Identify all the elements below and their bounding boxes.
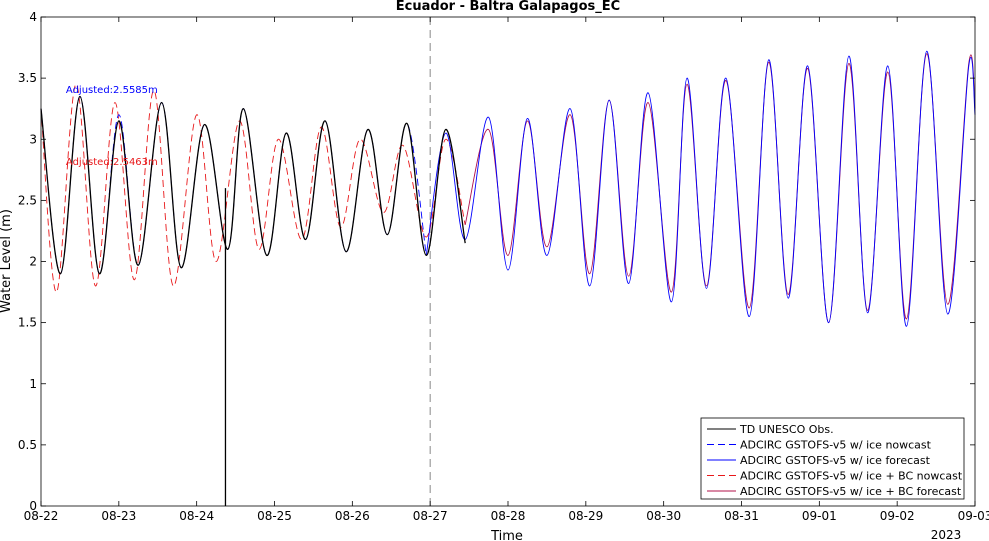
y-tick-label: 1 — [29, 377, 37, 391]
y-tick-label: 1.5 — [18, 316, 37, 330]
y-tick-label: 2 — [29, 255, 37, 269]
series-line-td-unesco-obs — [40, 95, 466, 275]
y-tick-label: 2.5 — [18, 193, 37, 207]
series-line-adcirc-gstofs-v5-w-ice-bc-nowcast — [40, 83, 466, 293]
y-tick-label: 0.5 — [18, 438, 37, 452]
x-tick-label: 09-02 — [880, 509, 915, 523]
legend-items: TD UNESCO Obs. ADCIRC GSTOFS-v5 w/ ice no… — [707, 423, 963, 498]
x-tick-label: 08-23 — [101, 509, 136, 523]
x-tick-label: 09-01 — [802, 509, 837, 523]
y-tick-label: 0 — [29, 499, 37, 513]
series-line-adcirc-gstofs-v5-w-ice-forecast — [425, 50, 976, 327]
y-tick-label: 4 — [29, 10, 37, 24]
x-tick-label: 08-27 — [413, 509, 448, 523]
tick-layer: 08-22 08-23 08-24 08-25 08-26 08-27 08-28 08-29… — [18, 10, 989, 523]
x-tick-label: 08-28 — [491, 509, 526, 523]
x-axis-label: Time — [490, 529, 523, 541]
legend-label: ADCIRC GSTOFS-v5 w/ ice + BC nowcast — [740, 470, 963, 483]
plot-layer — [40, 50, 976, 506]
chart-title: Ecuador - Baltra Galapagos_EC — [396, 0, 620, 14]
adjusted-annotation: Adjusted:2.5463m — [66, 157, 158, 168]
legend-label: ADCIRC GSTOFS-v5 w/ ice nowcast — [740, 439, 932, 452]
annotation-layer: Adjusted:2.5585m Adjusted:2.5463m — [66, 85, 158, 168]
adjusted-annotation: Adjusted:2.5585m — [66, 85, 158, 96]
x-tick-label: 08-25 — [257, 509, 292, 523]
series-line-adcirc-gstofs-v5-w-ice-bc-forecast — [464, 53, 976, 324]
legend: TD UNESCO Obs. ADCIRC GSTOFS-v5 w/ ice no… — [700, 417, 965, 500]
x-tick-label: 08-29 — [568, 509, 603, 523]
year-label: 2023 — [931, 528, 962, 541]
x-tick-label: 08-22 — [24, 509, 59, 523]
x-tick-label: 08-24 — [179, 509, 214, 523]
y-tick-label: 3 — [29, 132, 37, 146]
plot-frame — [40, 16, 976, 507]
x-tick-label: 08-30 — [646, 509, 681, 523]
legend-label: ADCIRC GSTOFS-v5 w/ ice + BC forecast — [740, 485, 962, 498]
x-tick-label: 08-26 — [335, 509, 370, 523]
legend-label: ADCIRC GSTOFS-v5 w/ ice forecast — [740, 454, 931, 467]
legend-box — [700, 417, 965, 500]
x-tick-label: 08-31 — [724, 509, 759, 523]
x-tick-label: 09-03 — [958, 509, 989, 523]
y-axis-label: Water Level (m) — [0, 209, 14, 313]
legend-label: TD UNESCO Obs. — [739, 423, 834, 436]
y-tick-label: 3.5 — [18, 71, 37, 85]
